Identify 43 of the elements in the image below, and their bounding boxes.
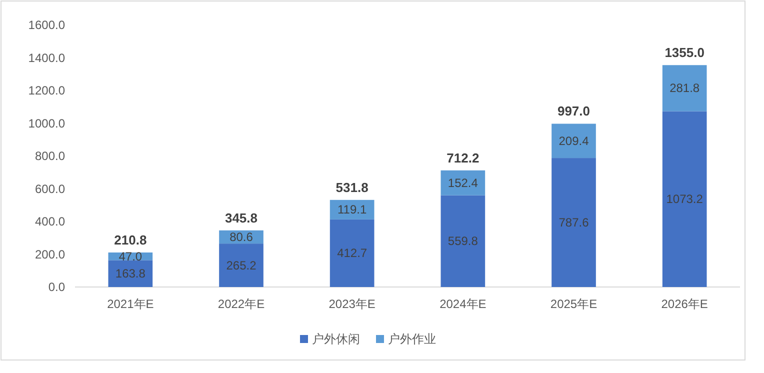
data-label: 119.1 — [338, 202, 367, 217]
y-tick-label: 0.0 — [48, 280, 66, 294]
x-tick-label: 2021年E — [107, 297, 154, 311]
total-label: 345.8 — [224, 210, 258, 226]
y-tick-label: 1400.0 — [28, 50, 66, 65]
bar — [440, 170, 486, 196]
bar — [552, 158, 596, 287]
data-label: 47.0 — [118, 249, 142, 264]
legend-label: 户外作业 — [388, 332, 436, 346]
bar — [330, 219, 374, 287]
bar — [219, 244, 264, 287]
x-tick-label: 2023年E — [328, 297, 376, 311]
y-tick-label: 1000.0 — [28, 116, 66, 130]
data-label: 787.6 — [558, 216, 590, 230]
data-label: 209.4 — [558, 134, 590, 148]
data-label: 163.8 — [115, 266, 146, 281]
total-label: 210.8 — [114, 232, 147, 248]
y-tick-label: 200.0 — [34, 247, 66, 262]
x-tick-label: 2024年E — [440, 297, 486, 311]
y-tick-label: 800.0 — [34, 149, 66, 163]
data-label: 1073.2 — [666, 192, 704, 206]
x-tick-label: 2025年E — [550, 297, 598, 311]
total-label: 712.2 — [446, 150, 480, 166]
bar — [440, 195, 486, 287]
bar — [662, 65, 707, 112]
x-tick-label: 2022年E — [218, 297, 265, 311]
data-label: 265.2 — [226, 258, 257, 272]
y-tick-label: 1600.0 — [28, 18, 66, 32]
bar — [552, 124, 596, 158]
data-label: 281.8 — [670, 81, 700, 96]
y-tick-label: 1200.0 — [28, 84, 66, 98]
y-tick-label: 400.0 — [34, 214, 66, 228]
data-label: 412.7 — [337, 246, 368, 260]
legend-label: 户外休闲 — [312, 332, 360, 346]
total-label: 531.8 — [336, 180, 368, 195]
bar — [662, 111, 707, 287]
total-label: 1355.0 — [664, 45, 704, 60]
total-label: 997.0 — [557, 104, 590, 119]
data-label: 80.6 — [230, 230, 254, 244]
y-tick-label: 600.0 — [34, 182, 66, 196]
x-tick-label: 2026年E — [661, 297, 708, 311]
data-label: 152.4 — [448, 176, 478, 190]
data-label: 559.8 — [448, 234, 478, 248]
